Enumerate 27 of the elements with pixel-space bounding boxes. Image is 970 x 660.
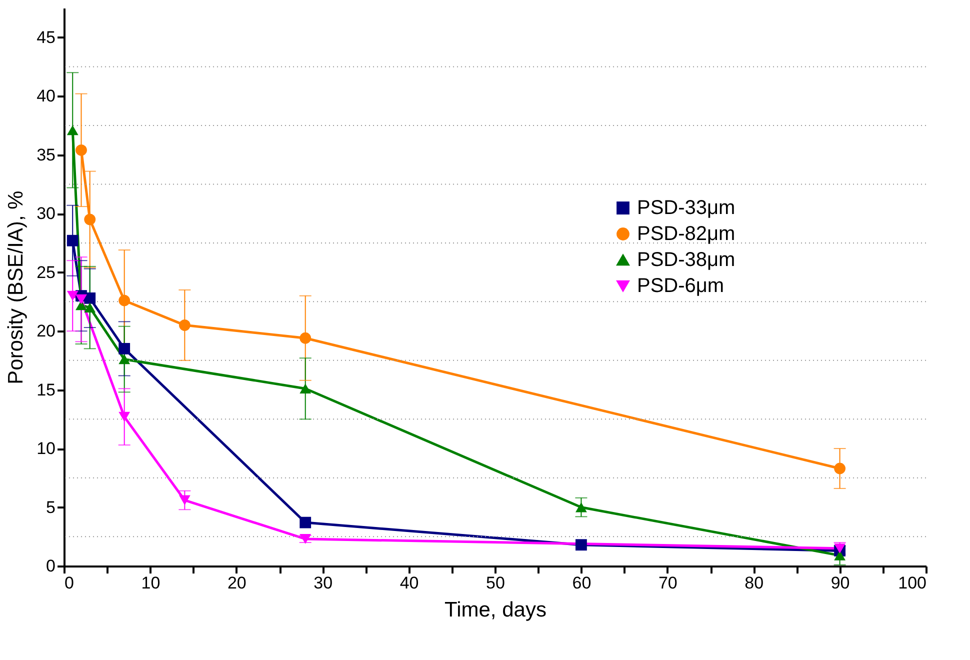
y-axis-title: Porosity (BSE/IA), % xyxy=(4,190,28,384)
legend-label: PSD-6μm xyxy=(637,275,724,297)
y-tick-label: 20 xyxy=(36,322,56,341)
legend-label: PSD-82μm xyxy=(637,223,736,245)
y-tick-label: 10 xyxy=(36,439,56,458)
x-axis-title: Time, days xyxy=(444,598,546,622)
legend-label: PSD-33μm xyxy=(637,197,736,219)
y-tick-label: 45 xyxy=(36,28,56,47)
x-tick-label: 80 xyxy=(744,574,764,592)
y-tick-label: 30 xyxy=(36,204,56,224)
x-tick-label: 10 xyxy=(141,574,160,592)
x-tick-label: 100 xyxy=(898,574,926,592)
legend-label: PSD-38μm xyxy=(637,249,736,271)
y-tick-label: 40 xyxy=(36,86,56,106)
x-tick-label: 50 xyxy=(486,574,505,592)
x-tick-label: 60 xyxy=(572,574,592,592)
y-tick-label: 25 xyxy=(36,262,56,282)
x-tick-label: 90 xyxy=(830,574,850,592)
x-tick-label: 20 xyxy=(227,574,246,592)
x-tick-label: 70 xyxy=(658,574,678,592)
y-tick-label: 35 xyxy=(36,145,56,164)
x-tick-label: 0 xyxy=(64,574,74,592)
x-tick-label: 40 xyxy=(400,574,419,592)
y-tick-label: 5 xyxy=(46,498,56,517)
y-tick-label: 15 xyxy=(36,380,56,400)
x-tick-label: 30 xyxy=(314,574,333,592)
y-tick-label: 0 xyxy=(46,556,56,576)
